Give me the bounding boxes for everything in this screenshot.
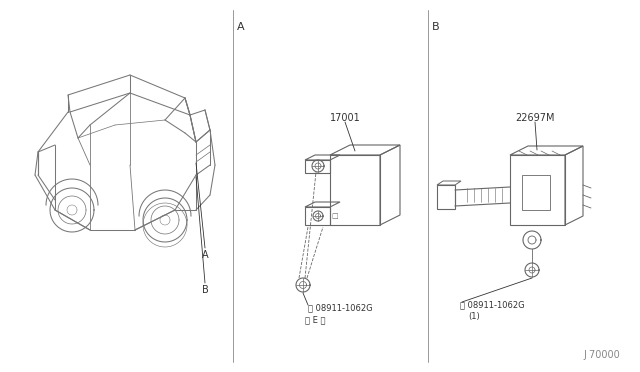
Text: A: A [237, 22, 244, 32]
Text: 17001: 17001 [330, 113, 360, 123]
Text: 〈 E 〉: 〈 E 〉 [305, 315, 325, 324]
Text: ⓝ 08911-1062G: ⓝ 08911-1062G [308, 304, 372, 312]
Text: □: □ [332, 213, 339, 219]
Text: (1): (1) [468, 312, 480, 321]
Text: ⓝ 08911-1062G: ⓝ 08911-1062G [460, 301, 525, 310]
Text: J 70000: J 70000 [583, 350, 620, 360]
Text: B: B [202, 285, 209, 295]
Text: 22697M: 22697M [515, 113, 555, 123]
Text: B: B [432, 22, 440, 32]
Text: A: A [202, 250, 208, 260]
